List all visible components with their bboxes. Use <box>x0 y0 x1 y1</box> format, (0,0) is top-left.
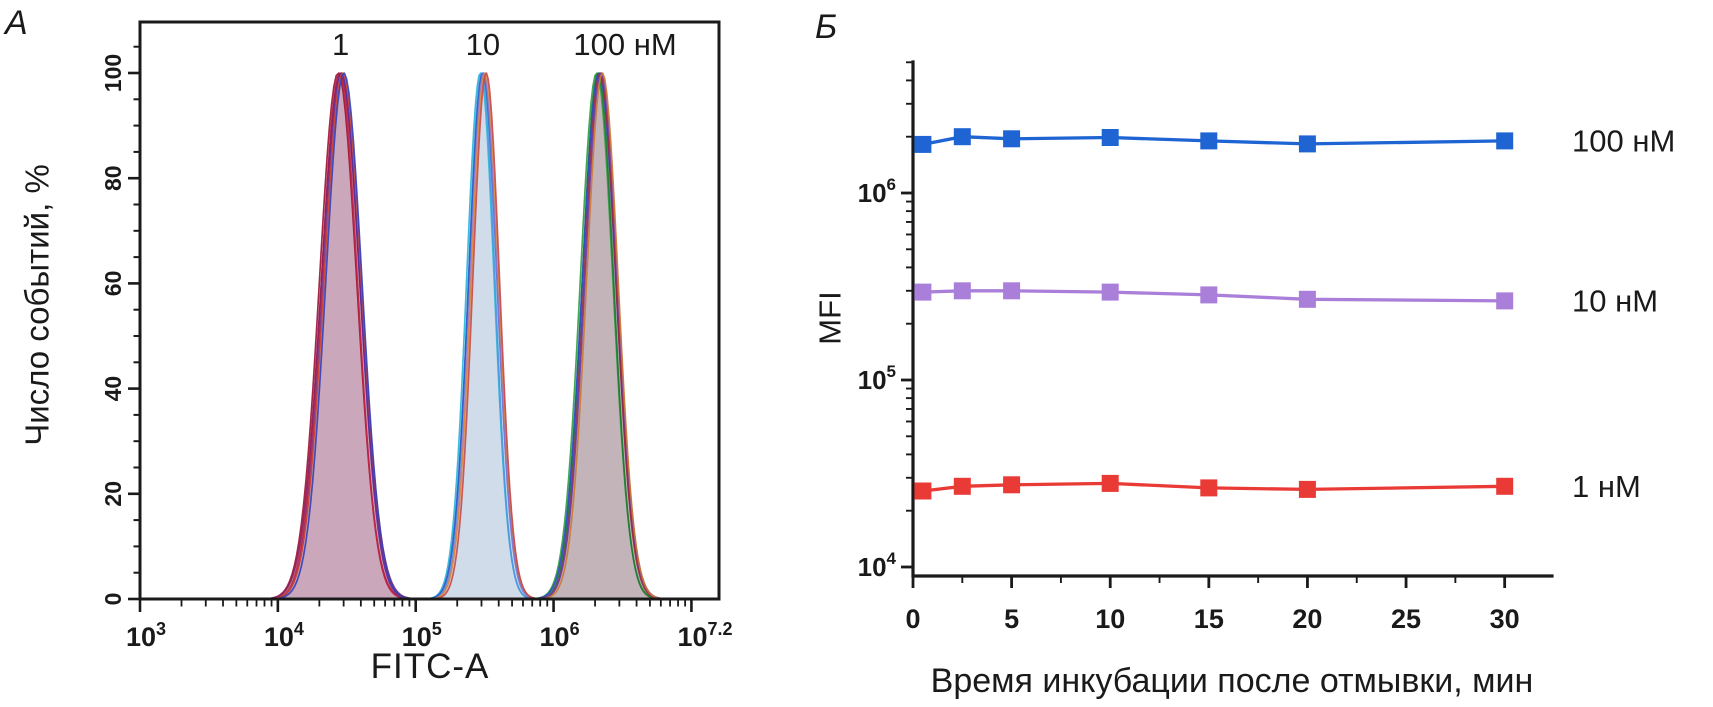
panel-a-ylabel: Число событий, % <box>19 164 56 446</box>
series-marker-2 <box>953 282 971 300</box>
panel-b-xlabel: Время инкубации после отмывки, мин <box>931 662 1534 700</box>
series-marker-2 <box>953 128 971 146</box>
series-marker-3 <box>1003 476 1021 494</box>
peak-1-trace-6 <box>260 72 426 600</box>
series-marker-7 <box>1496 477 1514 495</box>
series-marker-1 <box>914 283 932 301</box>
series-label: 10 нМ <box>1572 283 1658 318</box>
series-label: 1 нМ <box>1572 469 1641 504</box>
panel-b-xtick-label: 30 <box>1490 604 1520 634</box>
peak-2-trace-2 <box>420 72 542 600</box>
panel-a-xtick-label: 104 <box>264 619 304 652</box>
peak-3-annotation: 100 нМ <box>573 27 676 62</box>
panel-a-y-axis: 0 20 40 60 80 100 <box>100 45 140 606</box>
series-marker-5 <box>1200 132 1218 150</box>
series-marker-3 <box>1003 130 1021 148</box>
panel-a-xtick-label-last: 107.2 <box>677 619 732 652</box>
panel-b-chart: 104 105 106 0 5 10 15 20 25 30 100 нМ 10 нМ 1 нМ MFI В… <box>813 60 1675 700</box>
series-marker-5 <box>1200 479 1218 497</box>
panel-a-ytick-label: 80 <box>100 165 126 191</box>
panel-a-chart: 0 20 40 60 80 100 103 104 105 106 107.2 1 10 100 нМ Чи… <box>19 20 733 686</box>
peak-1-annotation: 1 <box>332 27 349 62</box>
series-marker-4 <box>1101 129 1119 146</box>
panel-a-ytick-label: 20 <box>100 481 126 507</box>
panel-a-label: А <box>5 4 28 42</box>
panel-a-xtick-label: 105 <box>402 619 442 652</box>
series-marker-4 <box>1101 283 1119 301</box>
panel-b-ylabel: MFI <box>813 291 848 344</box>
series-marker-3 <box>1003 282 1021 300</box>
panel-b-label: Б <box>815 8 838 46</box>
series-marker-1 <box>914 482 932 500</box>
series-marker-6 <box>1298 135 1316 153</box>
panel-b-xtick-label: 20 <box>1292 604 1322 634</box>
series-marker-1 <box>914 135 932 153</box>
series-marker-7 <box>1496 132 1514 150</box>
panel-a-xtick-label: 103 <box>126 619 166 652</box>
series-label: 100 нМ <box>1572 123 1675 158</box>
peak-3-trace-6 <box>529 72 674 600</box>
panel-a-ytick-label: 60 <box>100 271 126 297</box>
series-10-нМ: 10 нМ <box>914 282 1658 318</box>
series-1-нМ: 1 нМ <box>914 469 1641 504</box>
panel-a-xtick-label: 106 <box>540 619 580 652</box>
panel-b-ytick-label: 104 <box>858 549 897 583</box>
series-marker-7 <box>1496 292 1514 310</box>
panel-a-x-axis: 103 104 105 106 107.2 <box>126 599 733 652</box>
histogram-peaks <box>250 72 678 600</box>
panel-b-ytick-label: 105 <box>858 362 896 396</box>
peak-1-fill <box>250 73 431 599</box>
peak-2-annotation: 10 <box>466 27 500 62</box>
series-marker-5 <box>1200 286 1218 304</box>
panel-b-xtick-label: 25 <box>1391 604 1421 634</box>
series-marker-6 <box>1298 480 1316 498</box>
panel-b-xtick-label: 5 <box>1004 604 1019 634</box>
panel-a-ytick-label: 100 <box>100 54 126 92</box>
panel-b-xtick-label: 10 <box>1095 604 1125 634</box>
peak-2-trace-6 <box>424 72 547 600</box>
peak-3-fill <box>520 73 678 599</box>
panel-b-ytick-label: 106 <box>858 175 896 209</box>
panel-b-xtick-label: 0 <box>905 604 920 634</box>
panel-b-x-axis: 0 5 10 15 20 25 30 <box>905 576 1520 634</box>
series-100-нМ: 100 нМ <box>914 123 1675 158</box>
peak-2-fill <box>416 73 550 599</box>
series-marker-4 <box>1101 474 1119 492</box>
panel-b-xtick-label: 15 <box>1194 604 1224 634</box>
panel-a-ytick-label: 40 <box>100 376 126 402</box>
series-marker-2 <box>953 477 971 495</box>
panel-a-ytick-label: 0 <box>100 593 126 606</box>
series-marker-6 <box>1298 290 1316 308</box>
panel-b-y-axis: 104 105 106 <box>858 61 913 583</box>
panel-a-xlabel: FITC-A <box>371 647 490 686</box>
